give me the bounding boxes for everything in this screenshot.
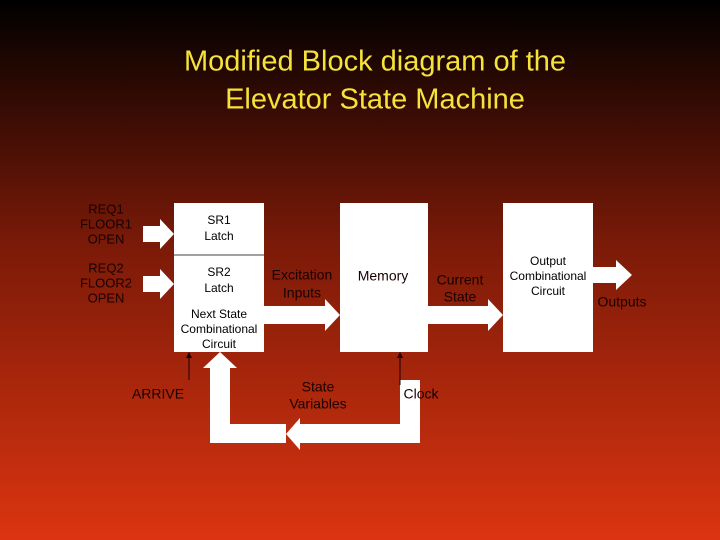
block-label: Output	[530, 254, 567, 268]
input-label: OPEN	[88, 290, 125, 305]
block-label: Circuit	[531, 284, 566, 298]
signal-label: Clock	[403, 386, 439, 402]
input-label: FLOOR1	[80, 216, 132, 231]
block-label: Latch	[204, 229, 233, 243]
signal-label: ARRIVE	[132, 386, 184, 402]
block-label: Next State	[191, 307, 247, 321]
signal-label: Variables	[289, 396, 346, 412]
feedback-arrow	[203, 352, 286, 443]
block-label: SR1	[207, 213, 231, 227]
input-label: REQ2	[88, 260, 123, 275]
block-label: Circuit	[202, 337, 237, 351]
arrow	[428, 299, 503, 331]
signal-label: State	[302, 379, 335, 395]
edge-label: State	[444, 289, 477, 305]
arrow	[264, 299, 340, 331]
input-label: FLOOR2	[80, 275, 132, 290]
input-label: OPEN	[88, 231, 125, 246]
arrowhead	[397, 352, 403, 358]
block	[174, 203, 264, 352]
block-label: Combinational	[181, 322, 258, 336]
title-line: Modified Block diagram of the	[184, 46, 566, 78]
arrowhead	[186, 352, 192, 358]
input-label: REQ1	[88, 201, 123, 216]
edge-label: Current	[437, 272, 484, 288]
edge-label: Outputs	[597, 294, 646, 310]
block-label: Memory	[358, 268, 409, 284]
block	[503, 203, 593, 352]
block	[340, 203, 428, 352]
edge-label: Excitation	[272, 267, 333, 283]
block-label: SR2	[207, 265, 231, 279]
arrow	[143, 219, 174, 249]
arrow	[593, 260, 632, 290]
feedback-arrow	[286, 380, 420, 450]
arrow	[143, 269, 174, 299]
block-label: Latch	[204, 281, 233, 295]
block-label: Combinational	[510, 269, 587, 283]
title-line: Elevator State Machine	[225, 84, 525, 116]
edge-label: Inputs	[283, 285, 321, 301]
